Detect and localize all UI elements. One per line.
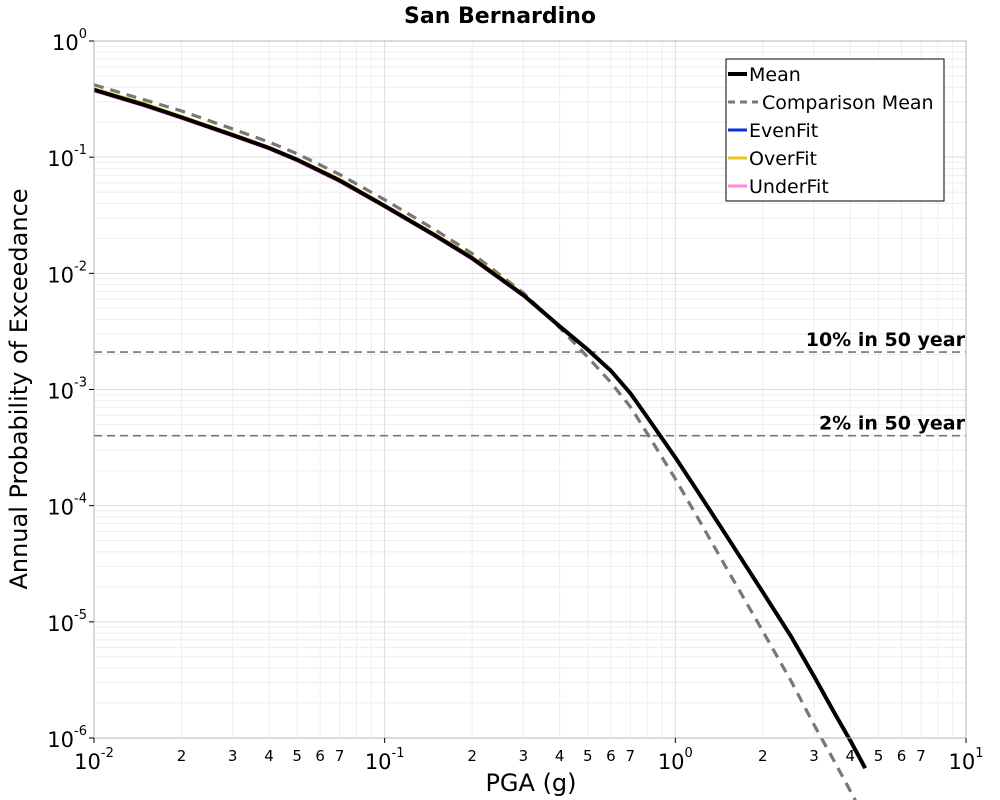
chart-title: San Bernardino (404, 4, 596, 29)
x-minor-tick-label: 5 (874, 747, 884, 765)
y-axis-label: Annual Probability of Exceedance (5, 188, 33, 589)
reference-line-label: 2% in 50 year (819, 413, 966, 435)
legend-label: Comparison Mean (762, 92, 934, 114)
y-tick-label: 10-1 (47, 143, 87, 171)
y-tick-label: 10-5 (47, 608, 87, 636)
x-minor-tick-label: 5 (583, 747, 593, 765)
legend-label: OverFit (749, 148, 817, 170)
legend-box (725, 58, 945, 202)
x-tick-label: 10-1 (365, 746, 405, 774)
y-tick-label: 100 (52, 27, 87, 55)
x-minor-tick-label: 7 (626, 747, 636, 765)
x-tick-label: 101 (948, 746, 983, 774)
reference-labels: 10% in 50 year 2% in 50 year (806, 329, 966, 435)
reference-line-label: 10% in 50 year (806, 329, 966, 351)
x-tick-label: 10-2 (74, 746, 114, 774)
x-minor-tick-label: 2 (758, 747, 768, 765)
x-minor-tick-label: 6 (897, 747, 907, 765)
legend: Mean Comparison Mean EvenFit OverFit UnderFi… (725, 58, 945, 202)
x-minor-tick-label: 4 (264, 747, 274, 765)
series-line-mean (93, 87, 867, 770)
x-minor-tick-label: 3 (228, 747, 238, 765)
series-line-comparison-mean (93, 83, 857, 800)
x-minor-tick-label: 6 (315, 747, 325, 765)
x-tick-label: 100 (658, 746, 693, 774)
x-minor-tick-label: 2 (467, 747, 477, 765)
y-tick-label: 10-4 (47, 492, 87, 520)
y-tick-label: 10-3 (47, 376, 87, 404)
x-minor-tick-label: 3 (809, 747, 819, 765)
x-minor-tick-label: 6 (606, 747, 616, 765)
x-minor-tick-label: 4 (846, 747, 856, 765)
x-minor-tick-label: 7 (916, 747, 926, 765)
reference-lines (94, 351, 966, 437)
y-tick-label: 10-2 (47, 259, 87, 287)
x-minor-tick-label: 5 (292, 747, 302, 765)
x-minor-tick-label: 4 (555, 747, 565, 765)
x-minor-tick-label: 7 (335, 747, 345, 765)
x-axis-label: PGA (g) (485, 769, 576, 797)
x-minor-tick-label: 2 (177, 747, 187, 765)
y-tick-label: 10-6 (47, 724, 87, 752)
series-lines (93, 83, 867, 800)
legend-label: EvenFit (749, 120, 818, 142)
legend-label: Mean (749, 64, 801, 86)
legend-label: UnderFit (749, 176, 829, 198)
x-minor-tick-label: 3 (519, 747, 529, 765)
y-axis: 100 10-1 10-2 10-3 10-4 10-5 10-6 (47, 27, 94, 752)
